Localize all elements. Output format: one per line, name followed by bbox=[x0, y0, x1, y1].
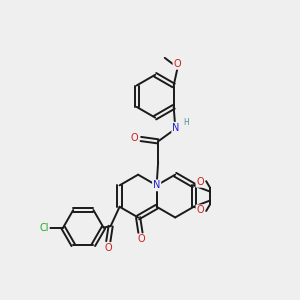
Text: O: O bbox=[173, 59, 181, 69]
Text: O: O bbox=[104, 243, 112, 253]
Text: H: H bbox=[183, 118, 189, 127]
Text: Cl: Cl bbox=[39, 223, 49, 232]
Text: N: N bbox=[153, 180, 160, 190]
Text: O: O bbox=[137, 235, 145, 244]
Text: O: O bbox=[196, 205, 204, 215]
Text: N: N bbox=[172, 123, 180, 133]
Text: O: O bbox=[130, 133, 138, 142]
Text: O: O bbox=[196, 177, 204, 187]
